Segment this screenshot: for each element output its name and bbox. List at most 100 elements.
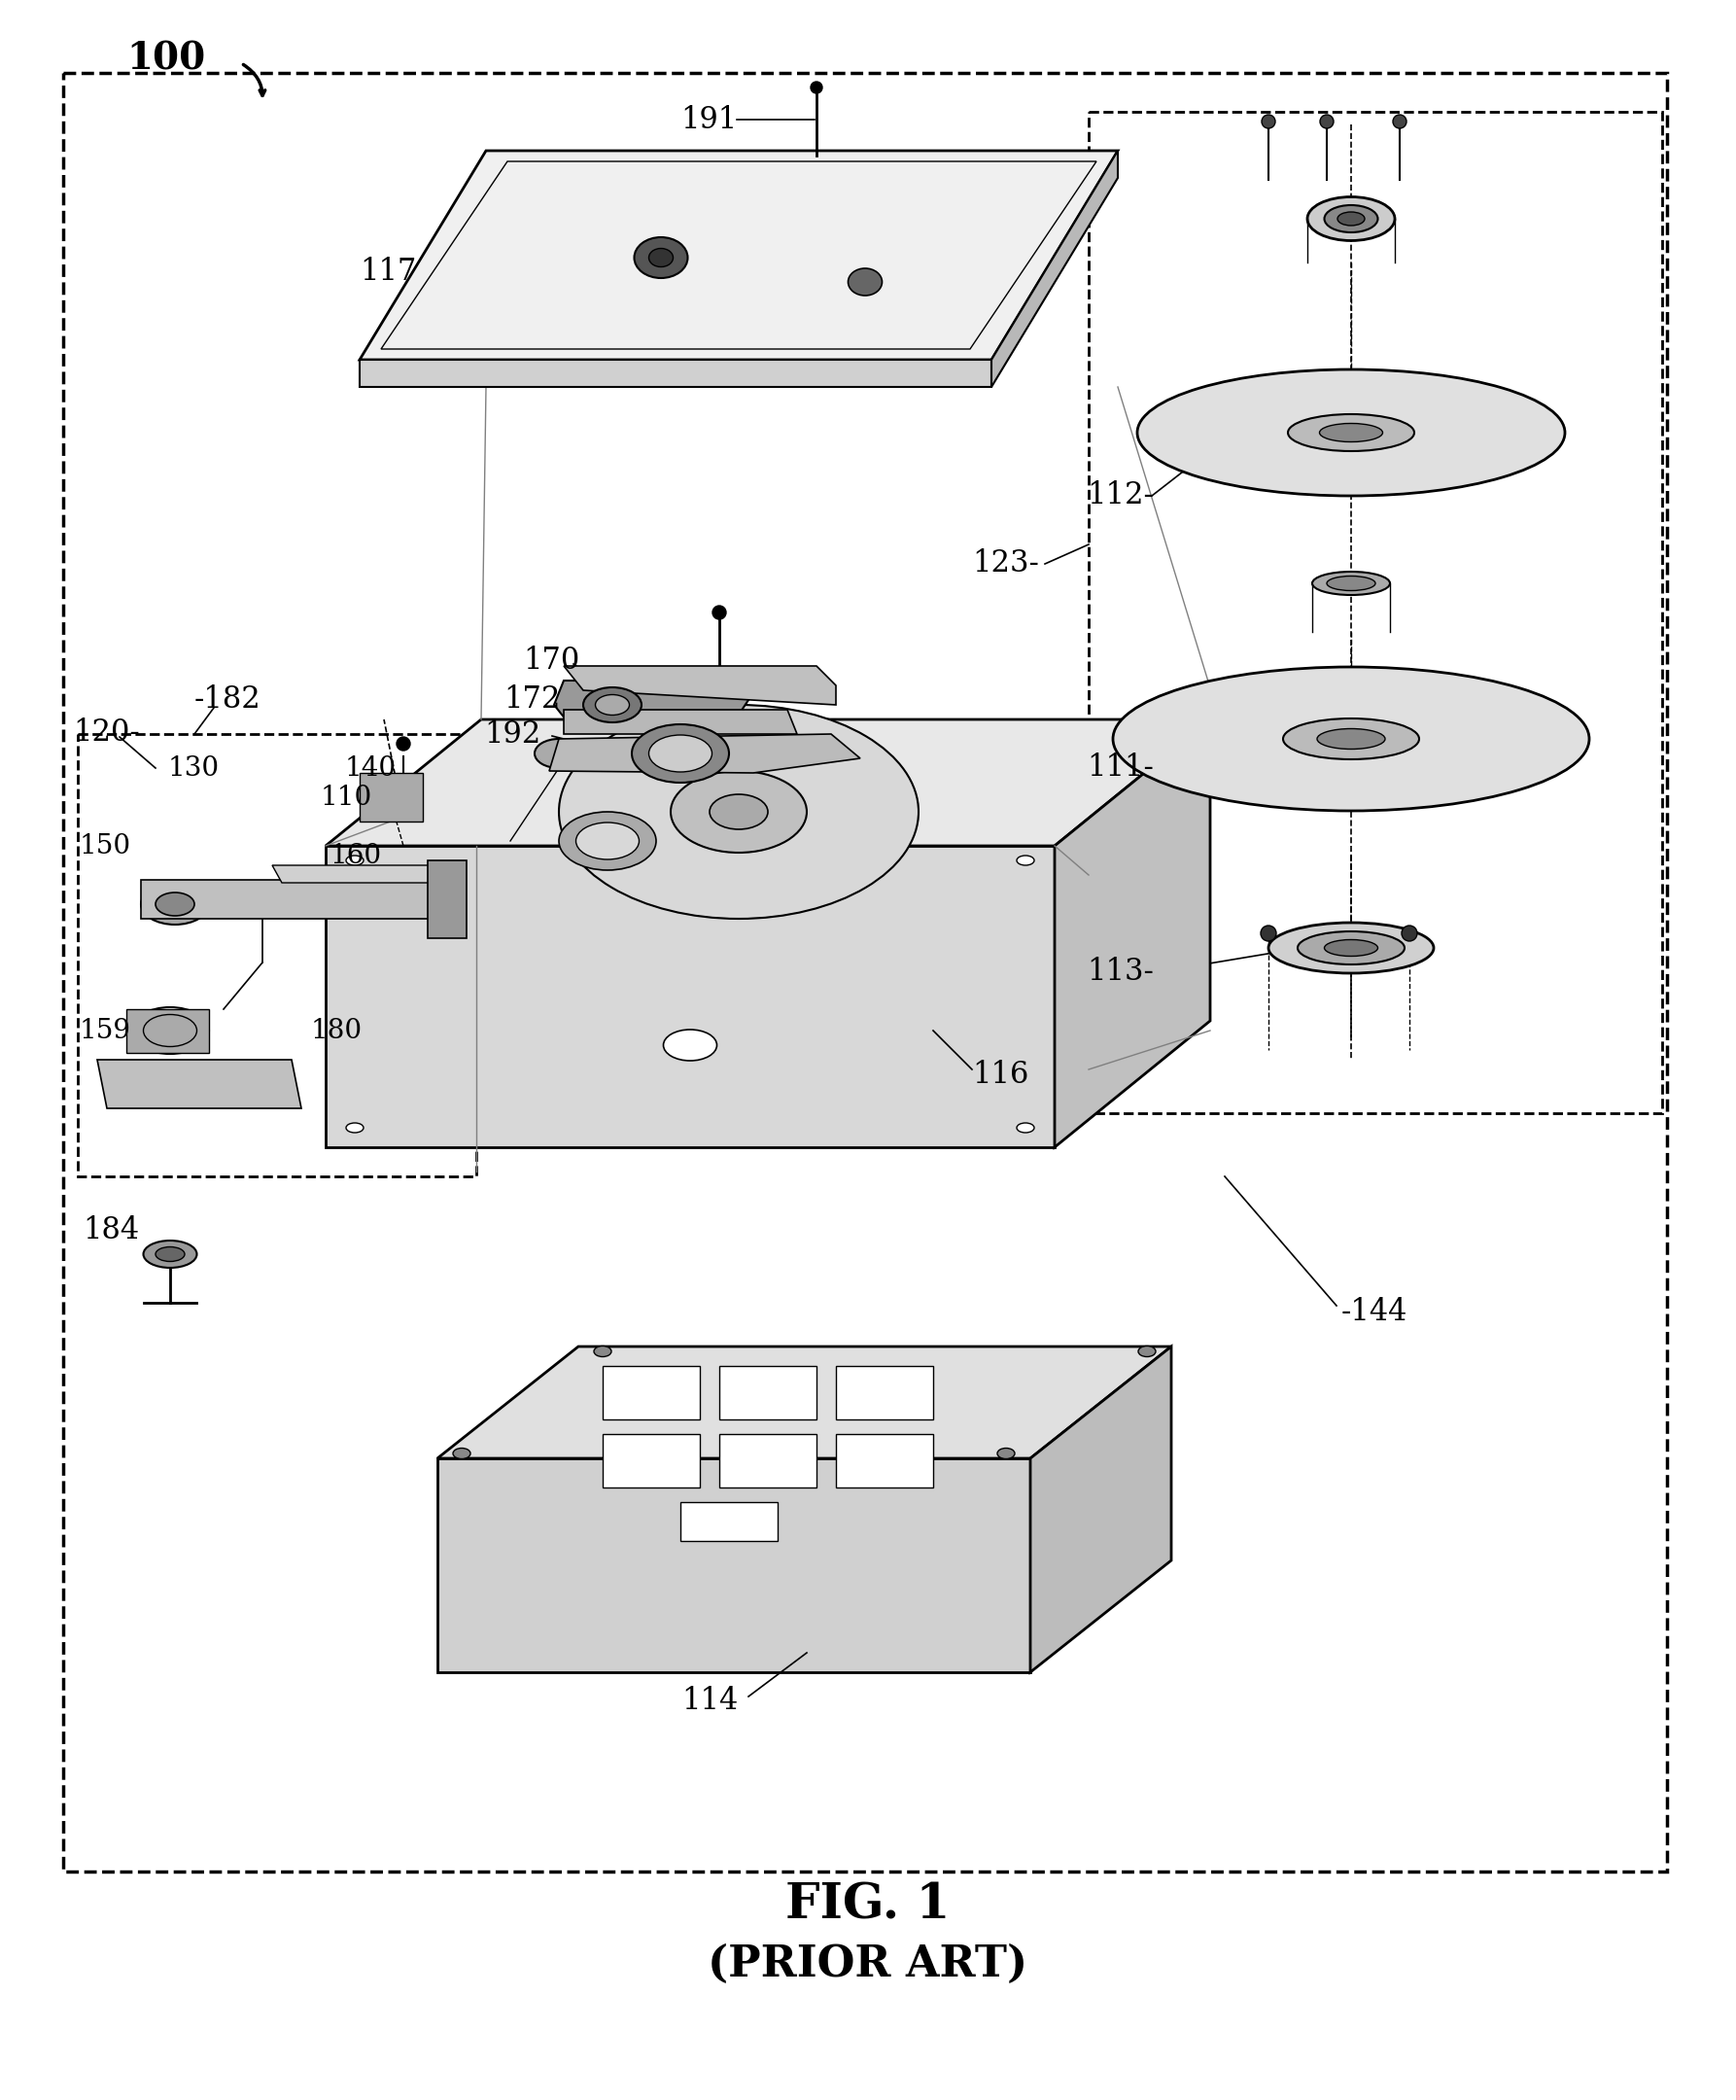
Text: 112-: 112- xyxy=(1087,481,1154,510)
Ellipse shape xyxy=(576,823,639,859)
Ellipse shape xyxy=(1319,424,1382,441)
Ellipse shape xyxy=(1137,370,1564,496)
Text: 113-: 113- xyxy=(1087,958,1154,987)
Ellipse shape xyxy=(156,892,194,916)
Ellipse shape xyxy=(1260,926,1276,941)
Bar xyxy=(681,1501,778,1541)
Ellipse shape xyxy=(1337,212,1364,225)
Ellipse shape xyxy=(1113,668,1588,811)
Ellipse shape xyxy=(595,695,630,716)
Polygon shape xyxy=(991,151,1118,386)
Text: 170: 170 xyxy=(523,647,580,676)
Bar xyxy=(62,74,1667,1871)
Ellipse shape xyxy=(1262,116,1276,128)
Polygon shape xyxy=(437,1346,1172,1457)
Polygon shape xyxy=(273,865,448,882)
Ellipse shape xyxy=(1139,1346,1156,1357)
Text: 116: 116 xyxy=(972,1058,1029,1090)
Text: FIG. 1: FIG. 1 xyxy=(786,1882,950,1930)
Text: 140: 140 xyxy=(345,754,398,781)
Text: 117: 117 xyxy=(359,256,417,288)
Ellipse shape xyxy=(712,605,726,619)
Polygon shape xyxy=(437,1457,1031,1672)
Ellipse shape xyxy=(1318,729,1385,750)
Ellipse shape xyxy=(1288,414,1415,452)
Bar xyxy=(1088,111,1661,1113)
Text: 192: 192 xyxy=(484,718,540,750)
Text: 150: 150 xyxy=(80,834,132,859)
Ellipse shape xyxy=(634,237,687,277)
Ellipse shape xyxy=(1325,206,1378,233)
Ellipse shape xyxy=(649,248,674,267)
Ellipse shape xyxy=(1017,1124,1035,1132)
Ellipse shape xyxy=(594,1346,611,1357)
Polygon shape xyxy=(554,680,748,729)
Polygon shape xyxy=(326,720,1210,846)
Text: 110: 110 xyxy=(321,783,373,811)
Ellipse shape xyxy=(1326,575,1375,590)
Ellipse shape xyxy=(1392,116,1406,128)
Polygon shape xyxy=(1031,1346,1172,1672)
Ellipse shape xyxy=(1401,926,1417,941)
Ellipse shape xyxy=(849,269,882,296)
Ellipse shape xyxy=(1312,571,1391,594)
Text: 160: 160 xyxy=(330,842,382,869)
Bar xyxy=(602,1434,700,1487)
Text: 180: 180 xyxy=(311,1016,363,1044)
Text: 191: 191 xyxy=(681,105,738,134)
Ellipse shape xyxy=(811,82,823,92)
Text: 111-: 111- xyxy=(1087,754,1154,783)
Text: 123-: 123- xyxy=(972,548,1038,580)
Ellipse shape xyxy=(396,737,410,750)
Ellipse shape xyxy=(649,735,712,773)
Ellipse shape xyxy=(453,1449,470,1459)
Text: 100: 100 xyxy=(127,40,205,78)
Bar xyxy=(78,735,476,1176)
Ellipse shape xyxy=(1307,197,1394,242)
Bar xyxy=(837,1434,934,1487)
Polygon shape xyxy=(359,151,1118,359)
Bar xyxy=(837,1365,934,1420)
Text: -144: -144 xyxy=(1342,1298,1408,1327)
Ellipse shape xyxy=(710,794,767,830)
Ellipse shape xyxy=(583,687,642,722)
Text: 172: 172 xyxy=(503,685,561,716)
Polygon shape xyxy=(564,710,797,735)
Polygon shape xyxy=(564,666,837,706)
Text: 114: 114 xyxy=(681,1686,738,1716)
Ellipse shape xyxy=(1319,116,1333,128)
Ellipse shape xyxy=(1325,939,1378,956)
Text: -182: -182 xyxy=(194,685,260,716)
Ellipse shape xyxy=(559,706,918,920)
Text: 184: 184 xyxy=(83,1214,139,1245)
Bar xyxy=(602,1365,700,1420)
Ellipse shape xyxy=(345,855,363,865)
Text: 120-: 120- xyxy=(73,716,139,748)
Bar xyxy=(719,1434,816,1487)
Ellipse shape xyxy=(1269,922,1434,972)
Ellipse shape xyxy=(559,813,656,869)
Ellipse shape xyxy=(663,1029,717,1061)
Polygon shape xyxy=(127,1010,208,1052)
Ellipse shape xyxy=(1017,855,1035,865)
Polygon shape xyxy=(326,846,1055,1147)
Text: 130: 130 xyxy=(168,754,220,781)
Ellipse shape xyxy=(1283,718,1418,760)
Text: 159: 159 xyxy=(80,1016,132,1044)
Ellipse shape xyxy=(632,724,729,783)
Ellipse shape xyxy=(996,1449,1016,1459)
Polygon shape xyxy=(97,1060,302,1109)
Polygon shape xyxy=(427,861,467,939)
Ellipse shape xyxy=(1297,932,1404,964)
Ellipse shape xyxy=(141,884,208,924)
Ellipse shape xyxy=(345,1124,363,1132)
Bar xyxy=(719,1365,816,1420)
Polygon shape xyxy=(141,880,448,920)
Ellipse shape xyxy=(156,1247,184,1262)
Ellipse shape xyxy=(144,1241,196,1268)
Polygon shape xyxy=(359,359,991,386)
Ellipse shape xyxy=(670,771,807,853)
Polygon shape xyxy=(1055,720,1210,1147)
Polygon shape xyxy=(549,735,861,773)
Ellipse shape xyxy=(535,739,583,769)
